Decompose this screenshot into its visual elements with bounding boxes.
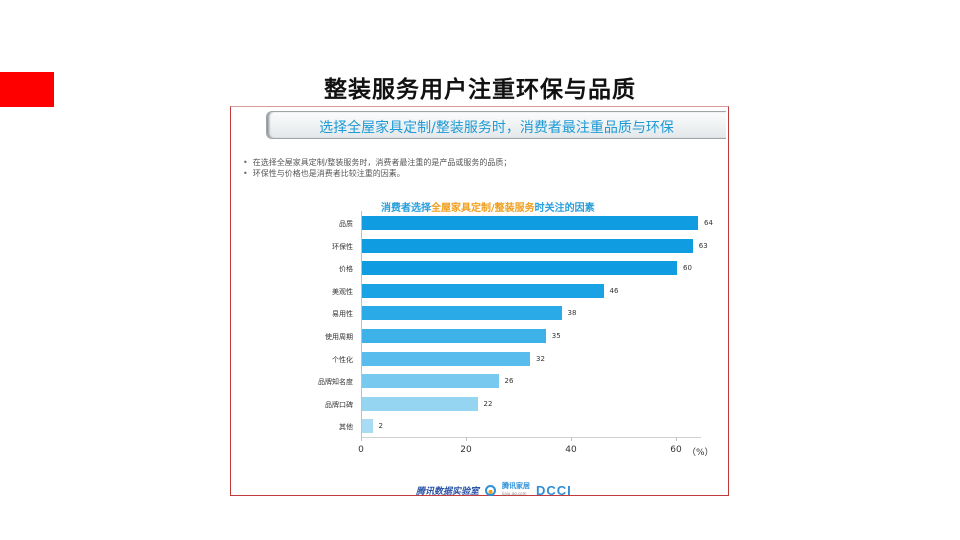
category-label: 价格 [339, 265, 353, 274]
value-label: 60 [683, 264, 692, 273]
banner-text: 选择全屋家具定制/整装服务时，消费者最注重品质与环保 [319, 120, 674, 136]
chart-title: 消费者选择全屋家具定制/整装服务时关注的因素 [381, 199, 595, 214]
tencent-data-lab-logo: 腾讯数据实验室 [416, 486, 480, 497]
tencent-home-logo: 腾讯家居 jiaju.qq.com [502, 483, 530, 497]
x-tick-label: 0 [358, 445, 364, 455]
chart-title-highlight: 全屋家具定制/整装服务 [431, 203, 535, 214]
value-label: 64 [704, 219, 713, 227]
value-label: 63 [698, 241, 708, 250]
x-tick-label: 20 [460, 445, 472, 455]
category-label: 使用周期 [325, 333, 353, 341]
value-label: 22 [483, 399, 493, 408]
x-tick [676, 437, 677, 441]
bar-chart: （%） 品质 64 环保性 63 价格 60 美观性 46 易用性 38 使用周期 35 个性化 32 品牌… [231, 107, 728, 495]
category-label: 美观性 [332, 287, 353, 296]
unit-label: （%） [687, 448, 714, 458]
bullet-item: 环保性与价格也是消费者比较注重的因素。 [243, 168, 511, 179]
category-label: 品牌知名度 [318, 378, 353, 387]
value-label: 2 [378, 422, 383, 431]
category-label: 个性化 [332, 355, 353, 364]
bullet-item: 在选择全屋家具定制/整装服务时，消费者最注重的是产品或服务的品质； [243, 157, 512, 168]
bar [362, 351, 530, 366]
value-label: 46 [609, 286, 619, 295]
x-tick [571, 437, 572, 441]
y-axis [361, 211, 362, 438]
bullet-list: 在选择全屋家具定制/整装服务时，消费者最注重的是产品或服务的品质； 环保性与价格… [243, 157, 512, 179]
x-tick [466, 437, 467, 441]
category-label: 品牌口碑 [325, 400, 353, 409]
category-label: 其他 [339, 423, 353, 432]
bar [362, 329, 546, 343]
tencent-home-logo-url: jiaju.qq.com [502, 491, 527, 496]
x-axis [361, 437, 701, 438]
figure-frame: 选择全屋家具定制/整装服务时，消费者最注重品质与环保 在选择全屋家具定制/整装服… [230, 106, 729, 498]
tencent-home-logo-text: 腾讯家居 [502, 482, 531, 490]
category-label: 易用性 [332, 310, 353, 319]
bar [362, 261, 677, 276]
tencent-home-logo-icon [485, 484, 497, 496]
value-label: 38 [567, 309, 577, 318]
bar [362, 419, 373, 434]
bar [362, 374, 499, 389]
value-label: 35 [551, 332, 561, 340]
bar [362, 283, 604, 298]
bar [362, 306, 562, 321]
bar [362, 238, 693, 253]
figure-banner: 选择全屋家具定制/整装服务时，消费者最注重品质与环保 [266, 111, 726, 139]
red-accent-block [0, 72, 54, 107]
bar [362, 216, 698, 230]
bar [362, 396, 478, 411]
source-logos: 腾讯数据实验室 腾讯家居 jiaju.qq.com DCCI [416, 482, 572, 498]
x-tick-label: 60 [670, 445, 682, 455]
x-tick [361, 437, 362, 441]
value-label: 32 [536, 354, 545, 363]
x-tick-label: 40 [565, 445, 577, 455]
chart-title-post: 时关注的因素 [534, 203, 595, 214]
category-label: 品质 [339, 220, 353, 228]
dcci-logo: DCCI [536, 482, 572, 498]
value-label: 26 [504, 377, 514, 386]
slide-title: 整装服务用户注重环保与品质 [324, 77, 636, 103]
category-label: 环保性 [332, 242, 353, 251]
chart-title-pre: 消费者选择 [381, 203, 431, 214]
